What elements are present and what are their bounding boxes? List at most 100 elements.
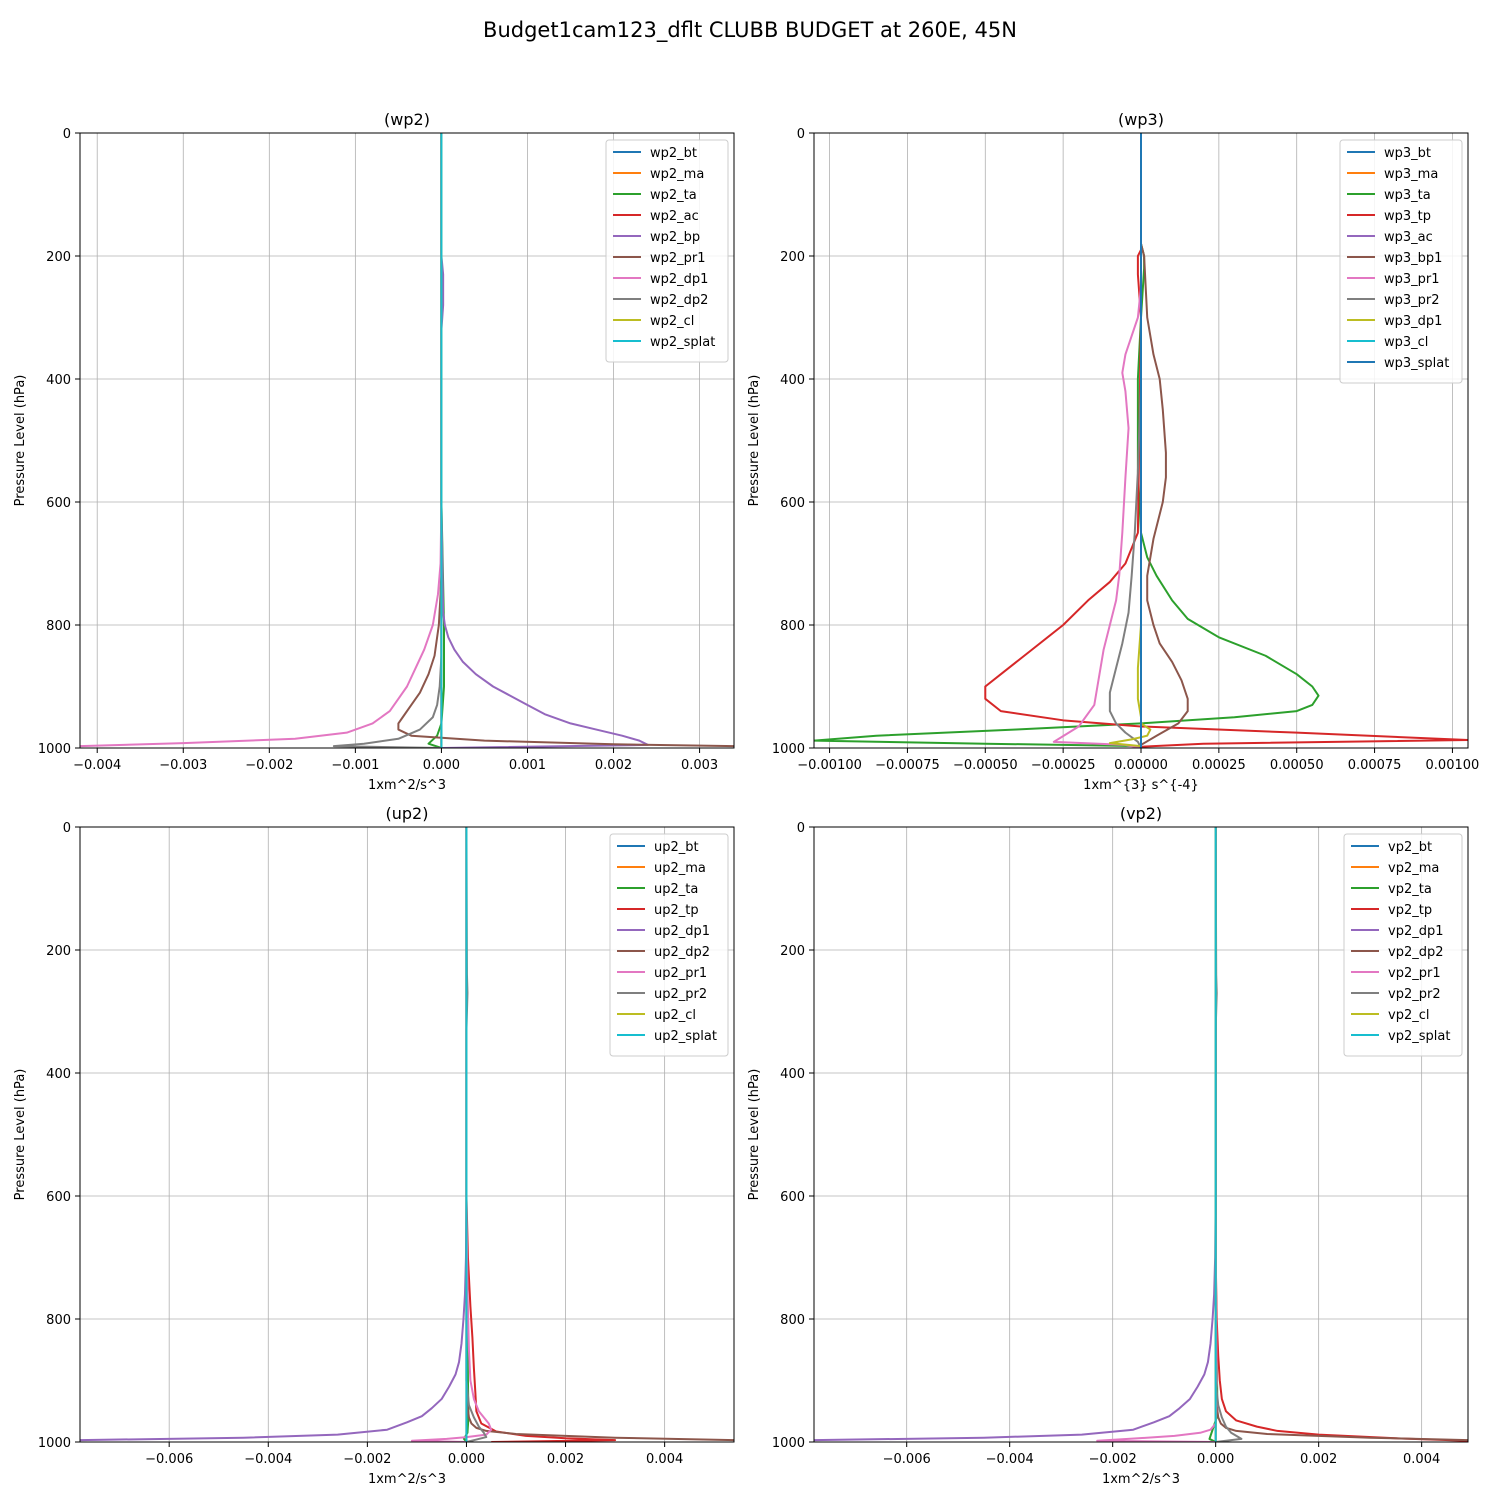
legend-label-wp3_dp1: wp3_dp1	[1384, 314, 1442, 329]
chart-panel-1: −0.004 −0.003 −0.002 −0.001 0.000 0.001 0.002 0…	[13, 110, 735, 793]
series-line-wp2_dp2	[332, 133, 443, 748]
legend-label-up2_dp2: up2_dp2	[654, 945, 710, 960]
x-tick-label: −0.002	[1089, 1452, 1137, 1467]
series-line-vp2_pr2	[1214, 827, 1243, 1442]
x-tick-label: 0.00000	[1114, 758, 1168, 773]
chart-title: (up2)	[386, 804, 429, 823]
x-tick-label: 0.004	[646, 1452, 683, 1467]
series-line-vp2_pr1	[1096, 827, 1218, 1442]
legend-label-wp3_bt: wp3_bt	[1384, 146, 1431, 161]
y-axis-label: Pressure Level (hPa)	[13, 1069, 28, 1201]
y-tick-label: 600	[46, 496, 71, 511]
legend-label-up2_ma: up2_ma	[654, 861, 706, 876]
axis-ticks: −0.004 −0.003 −0.002 −0.001 0.000 0.001 0.002 0…	[38, 127, 718, 773]
x-tick-label: −0.002	[343, 1452, 391, 1467]
figure-suptitle: Budget1cam123_dflt CLUBB BUDGET at 260E,…	[483, 18, 1017, 43]
legend-label-vp2_bt: vp2_bt	[1388, 840, 1432, 855]
x-tick-label: 0.00075	[1348, 758, 1402, 773]
y-tick-label: 1000	[38, 1436, 71, 1451]
legend-label-wp3_tp: wp3_tp	[1384, 209, 1431, 224]
chart-panel-2: −0.00100 −0.00075 −0.00050 −0.00025 0.00000 0…	[747, 110, 1479, 793]
legend-label-vp2_pr1: vp2_pr1	[1388, 966, 1441, 981]
legend-label-wp2_splat: wp2_splat	[650, 335, 715, 350]
x-axis-label: 1xm^{3} s^{-4}	[1083, 778, 1199, 793]
series-line-up2_dp1	[80, 827, 468, 1442]
series-line-wp2_dp1	[80, 133, 443, 748]
y-tick-label: 800	[780, 1313, 805, 1328]
legend-label-vp2_ta: vp2_ta	[1388, 882, 1432, 897]
x-tick-label: −0.003	[159, 758, 207, 773]
y-tick-label: 0	[797, 127, 805, 142]
legend: vp2_bt vp2_ma vp2_ta vp2_tp vp2_dp1 vp2_dp2vp…	[1343, 833, 1463, 1057]
legend-label-up2_pr2: up2_pr2	[654, 987, 707, 1002]
legend-label-up2_ta: up2_ta	[654, 882, 698, 897]
legend-label-up2_pr1: up2_pr1	[654, 966, 707, 981]
y-tick-label: 200	[46, 250, 71, 265]
series-line-wp3_tp	[984, 133, 1468, 748]
legend-label-wp3_ac: wp3_ac	[1384, 230, 1433, 245]
legend-label-vp2_tp: vp2_tp	[1388, 903, 1432, 918]
legend-box	[609, 833, 729, 1057]
x-tick-label: 0.000	[423, 758, 460, 773]
legend: wp2_bt wp2_ma wp2_ta wp2_ac wp2_bp wp2_pr1 wp2…	[605, 139, 729, 363]
legend: wp3_bt wp3_ma wp3_ta wp3_tp wp3_ac wp3_bp1 wp3…	[1339, 139, 1463, 384]
x-tick-label: −0.00025	[1031, 758, 1096, 773]
chart-panel-4: −0.006 −0.004 −0.002 0.000 0.002 0.004 0 200 400…	[747, 804, 1469, 1487]
series-line-wp3_bp1	[1140, 133, 1189, 746]
x-tick-label: 0.00100	[1426, 758, 1480, 773]
y-tick-label: 400	[46, 1067, 71, 1082]
series-line-up2_pr1	[410, 827, 493, 1442]
x-tick-label: −0.00100	[797, 758, 862, 773]
y-tick-label: 0	[63, 821, 71, 836]
y-tick-label: 800	[46, 1313, 71, 1328]
x-tick-label: 0.000	[1197, 1452, 1234, 1467]
chart-title: (vp2)	[1120, 804, 1162, 823]
chart-panel-3: −0.006 −0.004 −0.002 0.000 0.002 0.004 0 200 400…	[13, 804, 735, 1487]
y-tick-label: 600	[780, 496, 805, 511]
x-tick-label: 0.003	[681, 758, 718, 773]
chart-title: (wp2)	[384, 110, 430, 129]
series-line-wp3_dp1	[1108, 133, 1152, 748]
y-tick-label: 1000	[772, 1436, 805, 1451]
x-tick-label: −0.006	[145, 1452, 193, 1467]
y-tick-label: 200	[780, 944, 805, 959]
x-tick-label: 0.002	[1300, 1452, 1337, 1467]
x-tick-label: 0.000	[448, 1452, 485, 1467]
y-tick-label: 600	[780, 1190, 805, 1205]
legend-label-wp2_ac: wp2_ac	[650, 209, 699, 224]
legend-box	[1343, 833, 1463, 1057]
legend-label-vp2_dp2: vp2_dp2	[1388, 945, 1444, 960]
x-tick-label: 0.002	[547, 1452, 584, 1467]
x-tick-label: −0.00075	[875, 758, 940, 773]
series-lines	[814, 827, 1468, 1442]
legend-label-wp3_bp1: wp3_bp1	[1384, 251, 1442, 266]
legend-box	[1339, 139, 1463, 384]
y-axis-label: Pressure Level (hPa)	[747, 375, 762, 507]
legend-label-up2_bt: up2_bt	[654, 840, 699, 855]
x-tick-label: −0.001	[331, 758, 379, 773]
x-tick-label: −0.006	[883, 1452, 931, 1467]
y-tick-label: 0	[797, 821, 805, 836]
legend-label-up2_tp: up2_tp	[654, 903, 699, 918]
legend-label-wp3_ma: wp3_ma	[1384, 167, 1438, 182]
axis-ticks: −0.006 −0.004 −0.002 0.000 0.002 0.004 0 200 400…	[772, 821, 1440, 1467]
series-line-up2_tp	[465, 827, 617, 1442]
legend-label-wp3_cl: wp3_cl	[1384, 335, 1428, 350]
x-axis-label: 1xm^2/s^3	[1102, 1472, 1180, 1487]
series-lines	[814, 133, 1468, 748]
legend-label-vp2_cl: vp2_cl	[1388, 1008, 1429, 1023]
x-tick-label: −0.004	[986, 1452, 1034, 1467]
axis-ticks: −0.00100 −0.00075 −0.00050 −0.00025 0.00000 0…	[772, 127, 1479, 773]
x-tick-label: 0.00050	[1270, 758, 1324, 773]
legend-label-vp2_dp1: vp2_dp1	[1388, 924, 1444, 939]
y-tick-label: 1000	[772, 742, 805, 757]
y-tick-label: 800	[46, 619, 71, 634]
series-lines	[80, 827, 734, 1442]
legend-label-wp3_ta: wp3_ta	[1384, 188, 1431, 203]
x-tick-label: −0.004	[73, 758, 121, 773]
x-axis-label: 1xm^2/s^3	[368, 1472, 446, 1487]
series-line-wp3_pr2	[1108, 133, 1142, 748]
y-tick-label: 1000	[38, 742, 71, 757]
legend-label-vp2_splat: vp2_splat	[1388, 1029, 1450, 1044]
